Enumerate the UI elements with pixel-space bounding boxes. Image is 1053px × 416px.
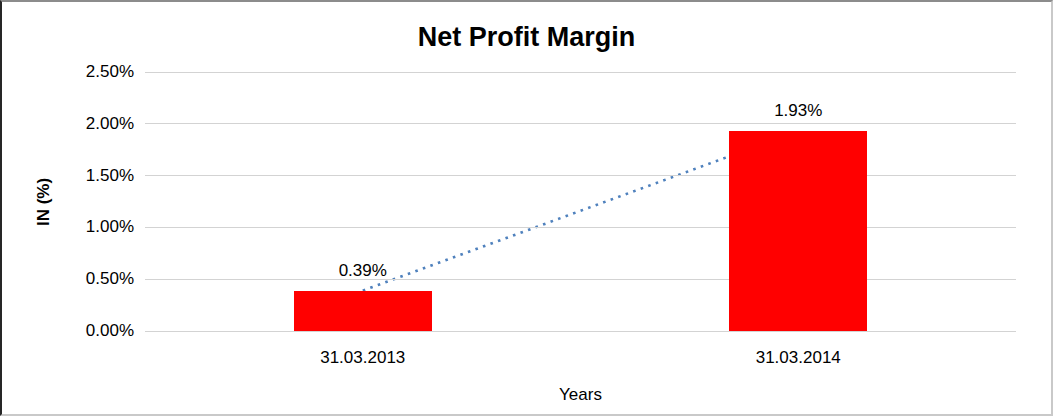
gridline [145,331,1016,332]
gridline [145,175,1016,176]
y-tick-label: 2.50% [44,63,134,81]
y-tick-label: 1.00% [44,218,134,236]
x-tick-label: 31.03.2014 [708,349,888,367]
y-tick-label: 0.50% [44,270,134,288]
y-tick-label: 2.00% [44,115,134,133]
bar-value-label: 1.93% [728,102,868,119]
gridline [145,279,1016,280]
bar-31.03.2013[interactable] [294,291,432,331]
gridline [145,123,1016,124]
trendline-layer [2,2,1053,416]
y-tick-label: 0.00% [44,322,134,340]
chart-title: Net Profit Margin [2,22,1051,53]
bar-31.03.2014[interactable] [729,131,867,331]
x-axis-title: Years [145,385,1016,405]
bar-value-label: 0.39% [293,262,433,279]
net-profit-margin-chart: Net Profit Margin IN (%) Years 0.00%0.50… [0,0,1053,416]
x-tick-label: 31.03.2013 [273,349,453,367]
gridline [145,227,1016,228]
gridline [145,72,1016,73]
y-tick-label: 1.50% [44,167,134,185]
